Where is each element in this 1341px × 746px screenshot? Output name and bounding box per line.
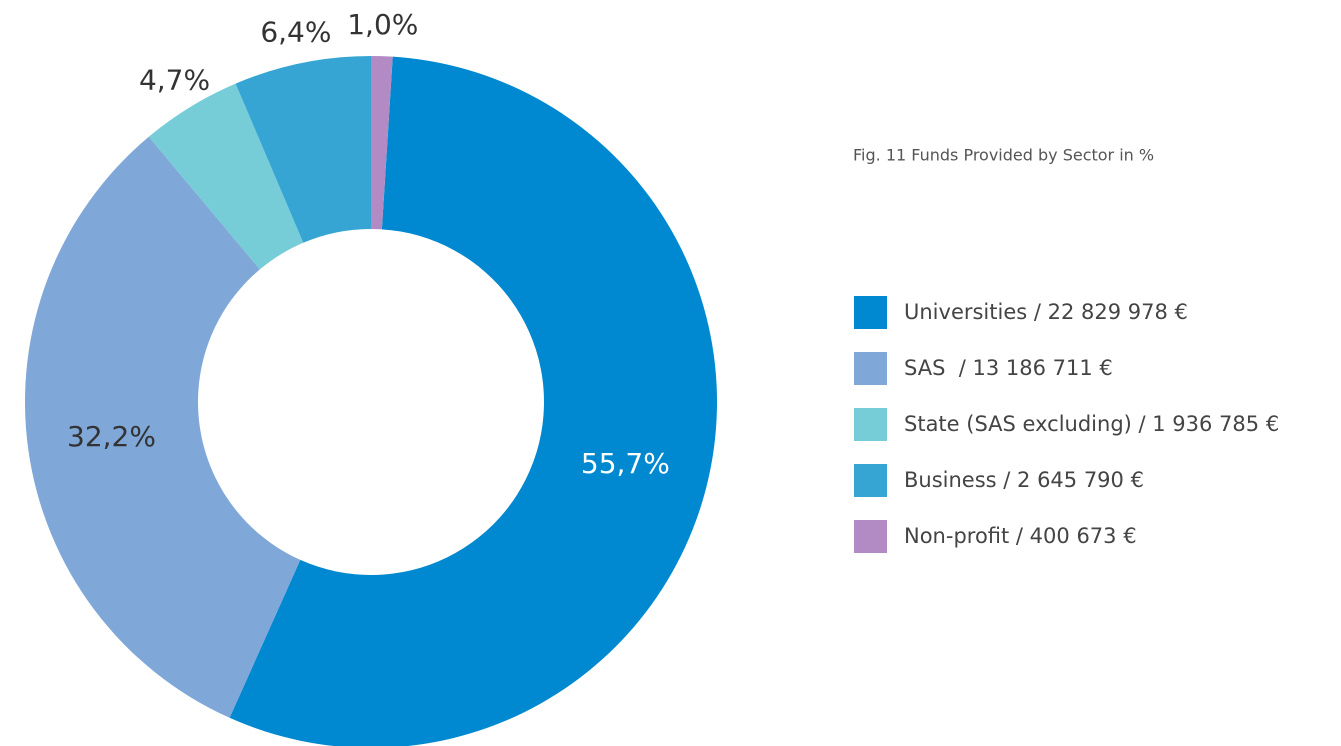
slice-label: 55,7%	[581, 447, 670, 480]
legend-label: State (SAS excluding) / 1 936 785 €	[904, 412, 1279, 436]
legend-swatch	[854, 296, 887, 329]
legend-swatch	[854, 520, 887, 553]
chart-title: Fig. 11 Funds Provided by Sector in %	[853, 146, 1154, 165]
slice-label: 32,2%	[67, 420, 156, 453]
slice-label: 6,4%	[260, 16, 331, 49]
legend-swatch	[854, 464, 887, 497]
donut-slice	[371, 56, 393, 230]
legend-label: SAS / 13 186 711 €	[904, 356, 1113, 380]
donut-slice	[229, 56, 717, 746]
legend-swatch	[854, 408, 887, 441]
legend-swatch	[854, 352, 887, 385]
legend-label: Universities / 22 829 978 €	[904, 300, 1188, 324]
slice-label: 1,0%	[347, 8, 418, 41]
donut-slice	[25, 136, 301, 718]
donut-slice	[148, 83, 304, 270]
legend-label: Business / 2 645 790 €	[904, 468, 1144, 492]
legend-label: Non-profit / 400 673 €	[904, 524, 1137, 548]
slice-label: 4,7%	[139, 63, 210, 96]
donut-slice	[235, 56, 371, 243]
